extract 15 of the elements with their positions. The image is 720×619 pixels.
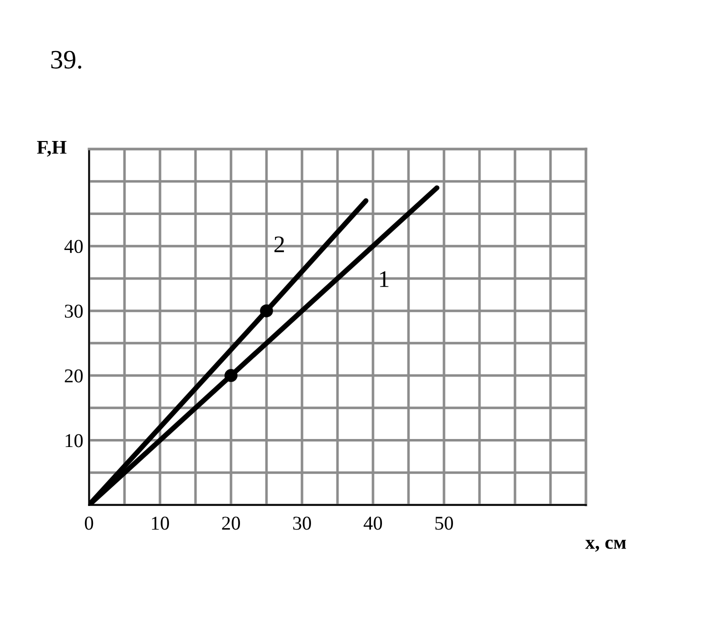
x-tick-label: 40 [364,516,382,530]
x-tick-label: 10 [152,516,169,530]
x-axis-title: x, см [585,540,626,552]
y-axis-title: F,Н [37,140,66,157]
x-tick-label: 30 [293,516,311,530]
x-tick-label: 20 [222,516,240,530]
chart-title: 39. [51,50,82,69]
y-tick-label: 30 [64,304,83,318]
series-label: 2 [274,236,284,252]
y-tick-label: 10 [66,434,83,448]
y-tick-label: 40 [64,240,83,254]
x-tick-label: 50 [435,516,453,530]
y-tick-label: 20 [64,369,83,382]
series-label: 1 [380,271,388,287]
x-tick-label: 0 [84,516,94,530]
